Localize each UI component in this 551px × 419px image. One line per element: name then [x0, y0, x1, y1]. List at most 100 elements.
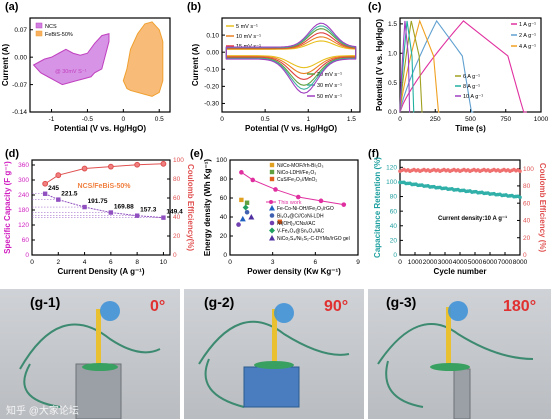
efficiency-point — [160, 160, 167, 167]
gcd-curve — [399, 20, 527, 113]
y2-tick-label: 80 — [523, 183, 531, 190]
y-tick-label: 40 — [220, 214, 228, 221]
y2-axis-label: Coulomb Efficiency(%) — [186, 164, 195, 251]
watermark: 知乎 @大家论坛 — [6, 406, 79, 417]
y2-tick-label: 80 — [173, 176, 181, 183]
legend-label: NCS — [45, 24, 57, 30]
legend-label: 5 mV s⁻¹ — [236, 24, 258, 30]
y-tick-label: 300 — [18, 177, 29, 184]
reference-point — [248, 214, 255, 220]
x-tick-label: 0 — [122, 116, 126, 123]
x-tick-label: 0 — [228, 259, 232, 266]
capacity-label: 245 — [48, 185, 59, 192]
x-tick-label: 6000 — [483, 259, 498, 266]
y2-tick-label: 60 — [173, 195, 181, 202]
y-tick-label: 0.07 — [14, 27, 27, 34]
y-axis-label: Capacitance Retention (%) — [373, 157, 382, 258]
y-tick-label: 0.0 — [388, 109, 397, 116]
y-tick-label: -0.07 — [12, 82, 27, 89]
legend-label: 6 A g⁻¹ — [463, 74, 480, 80]
legend-label: 2 A g⁻¹ — [519, 33, 536, 39]
cv-loop — [32, 33, 110, 86]
legend-label: 4 A g⁻¹ — [519, 44, 536, 50]
y-tick-label: 20 — [390, 238, 398, 245]
x-tick-label: 9 — [356, 259, 360, 266]
legend-marker — [269, 205, 275, 211]
legend-label: V-Fe₂O₃@Sn₂O₃//AC — [277, 229, 325, 235]
x-tick-label: 0 — [30, 259, 34, 266]
panel-label: (e) — [190, 148, 204, 160]
reference-point — [244, 209, 250, 215]
panel-label: (b) — [187, 1, 201, 13]
this-work-point — [273, 187, 278, 192]
x-tick-label: 4000 — [453, 259, 468, 266]
legend-label: CuS/Fe₂O₃//MnO₂ — [277, 177, 317, 183]
gcd-curve — [399, 20, 415, 113]
y-axis-label: Current (A) — [191, 44, 200, 87]
y-tick-label: 360 — [18, 162, 29, 169]
y-tick-label: 120 — [18, 222, 29, 229]
panel-label: (a) — [5, 1, 19, 13]
legend-label: FeBiS-50% — [45, 32, 73, 38]
x-tick-label: 0 — [398, 259, 402, 266]
panel-label: (f) — [368, 148, 379, 160]
capacity-label: 169.88 — [114, 204, 134, 211]
legend-swatch — [35, 30, 43, 37]
legend-label: 30 mV s⁻¹ — [317, 83, 342, 89]
x-axis-label: Potential (V vs. Hg/HgO) — [245, 124, 337, 133]
legend-label: NiCo-LDH//Fe₂O₃ — [277, 170, 316, 176]
panel-a: (a) -1 -0.5 0 0.5 0.07 0.00 -0.07 -0.14 Potential… — [1, 1, 171, 133]
x-tick-label: 7000 — [498, 259, 513, 266]
legend-marker — [269, 176, 275, 182]
y2-tick-label: 60 — [523, 200, 531, 207]
x-tick-label: 0 — [398, 116, 402, 123]
capacity-label: 149.4 — [166, 209, 183, 216]
y-tick-label: 100 — [386, 179, 397, 186]
retention-point — [518, 195, 522, 200]
efficiency-point — [81, 165, 88, 172]
gcd-curve — [399, 20, 423, 113]
y2-tick-label: 40 — [173, 214, 181, 221]
x-tick-label: 1.5 — [347, 116, 356, 123]
photo-g2: (g-2) 90° — [184, 289, 364, 419]
capacity-label: 191.75 — [88, 198, 108, 205]
x-tick-label: 0 — [220, 116, 224, 123]
y-tick-label: 60 — [390, 208, 398, 215]
x-tick-label: 4 — [83, 259, 87, 266]
capacity-point — [161, 215, 166, 220]
photo-angle: 180° — [503, 298, 536, 315]
reference-point — [239, 197, 244, 203]
panel-b: (b) 0 0.5 1 1.5 0.10 0.00 -0.10 -0.20 -0.30 Potent… — [187, 1, 361, 133]
y2-tick-label: 0 — [173, 252, 177, 259]
x-axis-label: Potential (V vs. Hg/HgO) — [54, 124, 146, 133]
capacity-point — [108, 210, 114, 215]
legend-label: Ni/Co-MOF//rh-Bi₂O₃ — [277, 163, 323, 169]
x-tick-label: 2000 — [423, 259, 438, 266]
capacity-point — [42, 191, 48, 196]
y2-tick-label: 0 — [523, 252, 527, 259]
legend-label: 20 mV s⁻¹ — [317, 72, 342, 78]
x-tick-label: 5000 — [468, 259, 483, 266]
y-tick-label: 0 — [223, 252, 227, 259]
photo-label: (g-2) — [204, 294, 234, 310]
gcd-curve — [399, 19, 440, 113]
y-tick-label: 0 — [25, 252, 29, 259]
y2-tick-label: 20 — [523, 235, 531, 242]
reference-point — [277, 219, 282, 224]
legend-label: Bi₂O₃@C//CoNi-LDH — [277, 214, 324, 220]
y-tick-label: 0.10 — [206, 32, 219, 39]
x-tick-label: 3 — [271, 259, 275, 266]
this-work-point — [250, 177, 256, 183]
y-tick-label: 40 — [390, 223, 398, 230]
y-tick-label: -0.14 — [12, 109, 27, 116]
x-tick-label: 750 — [500, 116, 511, 123]
annotation: Current density:10 A g⁻¹ — [438, 215, 507, 222]
x-axis-label: Cycle number — [434, 267, 487, 276]
y-tick-label: 60 — [22, 237, 30, 244]
this-work-point — [295, 194, 301, 200]
x-tick-label: 3000 — [438, 259, 453, 266]
x-tick-label: 500 — [465, 116, 476, 123]
y-tick-label: 100 — [216, 157, 227, 164]
y-tick-label: 1.5 — [388, 21, 397, 28]
efficiency-point — [107, 163, 114, 170]
